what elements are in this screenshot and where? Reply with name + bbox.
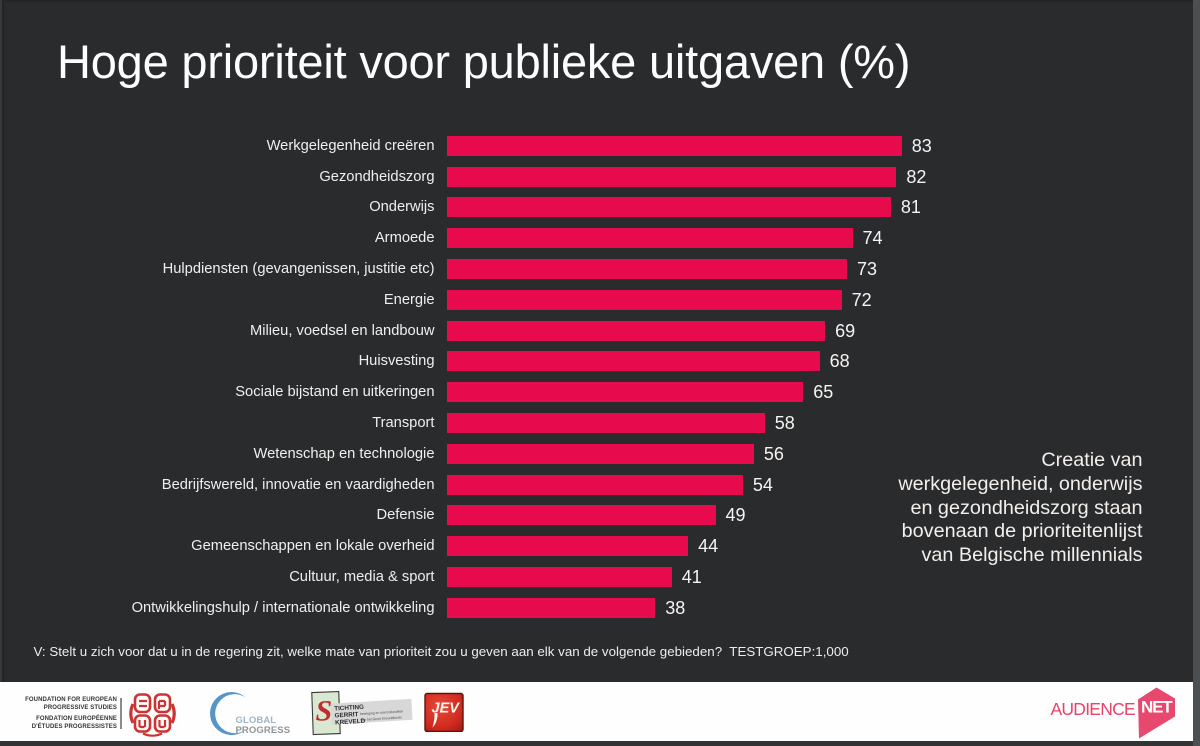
svg-text:S: S xyxy=(316,695,333,728)
svg-text:NET: NET xyxy=(1141,698,1173,717)
svg-text:GERRIT: GERRIT xyxy=(334,711,358,719)
svg-text:JEV: JEV xyxy=(432,701,461,717)
svg-text:beweging en interculturaliteit: beweging en interculturaliteit xyxy=(360,709,403,716)
svg-text:TICHTING: TICHTING xyxy=(334,704,364,713)
svg-text:KREVELD: KREVELD xyxy=(335,718,366,727)
svg-text:van het Gerrit Kreveldfonds: van het Gerrit Kreveldfonds xyxy=(360,715,402,722)
